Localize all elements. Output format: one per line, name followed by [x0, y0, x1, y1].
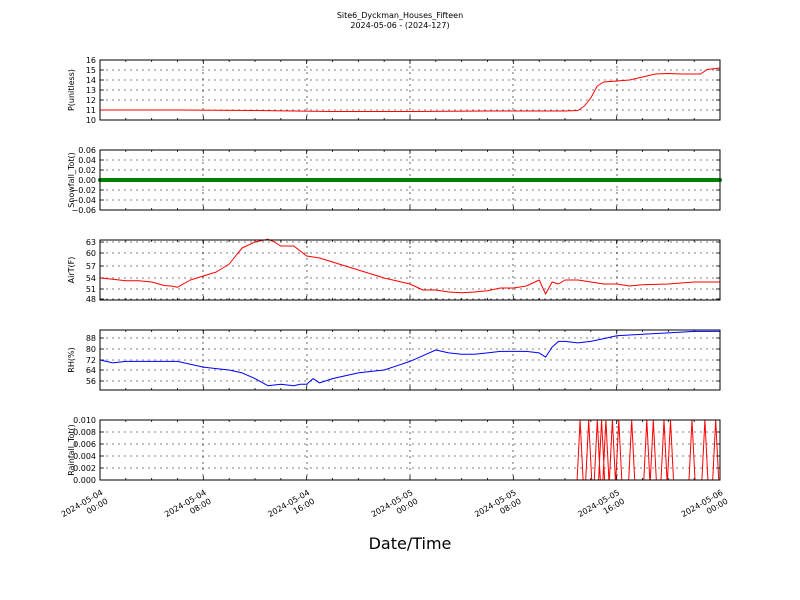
y-axis-label: P(unitless) [67, 69, 76, 111]
y-axis-label: RH(%) [67, 347, 76, 372]
y-tick-label: 13 [86, 86, 96, 95]
y-tick-label: 72 [86, 356, 96, 365]
y-tick-label: 60 [86, 249, 96, 258]
panel-2: −0.06−0.04−0.020.000.020.040.06Snowfall_… [67, 146, 722, 215]
y-tick-label: −0.02 [71, 186, 96, 195]
y-tick-label: 14 [86, 76, 96, 85]
y-tick-label: 11 [86, 106, 96, 115]
axes-frame [99, 149, 721, 211]
axes-frame [99, 239, 721, 301]
axes-frame [99, 329, 721, 391]
y-axis-label: Rainfall_Tot() [67, 424, 76, 476]
y-tick-label: 0.008 [73, 428, 96, 437]
y-tick-label: 0.00 [78, 176, 96, 185]
y-tick-label: 56 [86, 377, 96, 386]
axes-frame [99, 419, 721, 481]
y-tick-label: 16 [86, 56, 96, 65]
series-line [100, 67, 721, 112]
y-tick-label: −0.06 [71, 206, 96, 215]
y-tick-label: 0.02 [78, 166, 96, 175]
chart-subtitle: 2024-05-06 - (2024-127) [350, 21, 450, 30]
y-tick-label: 12 [86, 96, 96, 105]
y-tick-label: 80 [86, 345, 96, 354]
y-tick-label: 88 [86, 334, 96, 343]
y-tick-label: 0.010 [73, 416, 96, 425]
axes-frame [99, 59, 721, 121]
series-line [99, 330, 720, 387]
y-tick-label: 64 [86, 366, 96, 375]
y-tick-label: 54 [86, 274, 96, 283]
panel-5: 0.000 0.002 0.004 0.006 0.008 0.010Rainfall_T… [60, 416, 730, 519]
y-tick-label: 51 [86, 285, 96, 294]
y-tick-label: 57 [86, 262, 96, 271]
y-tick-label: 63 [86, 238, 96, 247]
y-tick-label: 15 [86, 66, 96, 75]
series-line [99, 238, 720, 295]
y-tick-label: 0.004 [73, 452, 96, 461]
y-tick-label: 10 [86, 116, 96, 125]
y-tick-label: 48 [86, 295, 96, 304]
x-axis-label: Date/Time [368, 534, 452, 553]
y-tick-label: −0.04 [71, 196, 96, 205]
y-tick-label: 0.000 [73, 476, 96, 485]
y-tick-label: 0.002 [73, 464, 96, 473]
y-tick-label: 0.006 [73, 440, 96, 449]
chart-title: Site6_Dyckman_Houses_Fifteen [336, 11, 464, 20]
y-tick-label: 0.04 [78, 156, 96, 165]
y-axis-label: Snowfall_Tot() [67, 152, 76, 208]
y-tick-label: 0.06 [78, 146, 96, 155]
y-axis-label: AirT(F) [67, 257, 76, 284]
